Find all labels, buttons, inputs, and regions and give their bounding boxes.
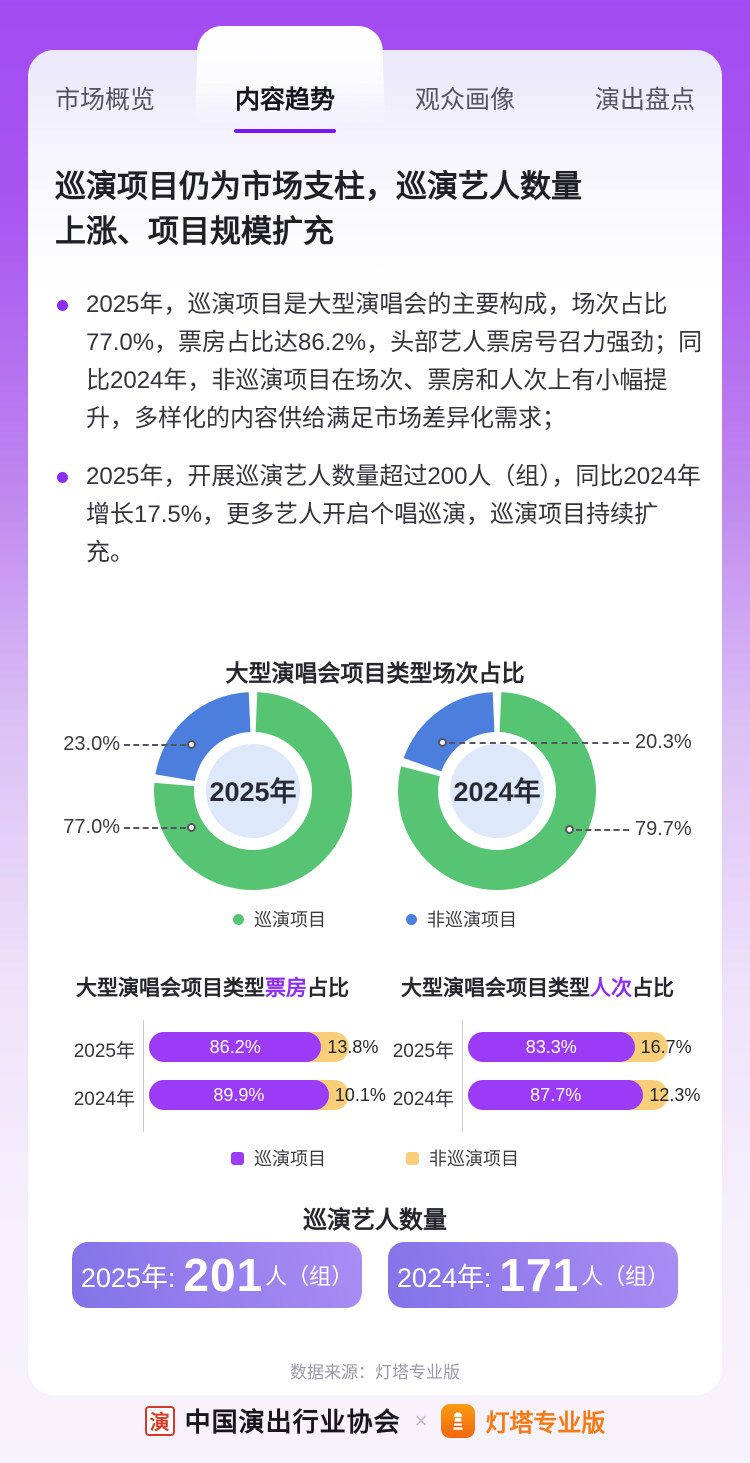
page-title-line1: 巡演项目仍为市场支柱，巡演艺人数量: [55, 169, 582, 204]
category-label: 2025年: [392, 1041, 454, 1062]
leader-line: [576, 829, 629, 831]
leader-dot: [187, 740, 196, 749]
title-highlight: 票房: [265, 977, 307, 1000]
legend-label: 非巡演项目: [427, 910, 517, 930]
bar-outside-label: 16.7%: [640, 1037, 692, 1057]
year-label: 2025年:: [80, 1262, 176, 1293]
bar-charts-section: 大型演唱会项目类型票房占比 2025年 86.2% 13.8% 2024年 89…: [50, 972, 700, 1132]
legend-label: 巡演项目: [254, 910, 326, 930]
legend-item-nontour: 非巡演项目: [406, 906, 517, 932]
count-value: 171: [499, 1249, 580, 1301]
artist-count-cards: 2025年: 201 人（组） 2024年: 171 人（组）: [28, 1242, 722, 1308]
svg-text:2025年: 2025年: [209, 776, 296, 807]
legend-item-tour: 巡演项目: [231, 1145, 326, 1171]
artist-count-title: 巡演艺人数量: [303, 1207, 447, 1234]
category-label: 2024年: [392, 1089, 454, 1110]
stacked-bar: 86.2% 13.8%: [149, 1032, 378, 1062]
stacked-bar: 83.3% 16.7%: [468, 1032, 692, 1062]
donut-label-2024-nontour: 20.3%: [635, 731, 692, 753]
year-label: 2024年:: [396, 1262, 492, 1293]
bar-row: 2025年 86.2% 13.8%: [74, 1032, 378, 1062]
title-suffix: 占比: [307, 977, 349, 1000]
leader-dot: [187, 823, 196, 832]
donut-label-2024-tour: 79.7%: [635, 818, 692, 840]
nontour-blue-dot-icon: [406, 913, 417, 925]
title-suffix: 占比: [632, 977, 674, 1000]
legend-label: 非巡演项目: [429, 1149, 519, 1169]
bar-outside-label: 12.3%: [649, 1085, 701, 1105]
bar-legend: 巡演项目 非巡演项目: [28, 1145, 722, 1171]
leader-dot: [438, 738, 447, 747]
donut-chart-title: 大型演唱会项目类型场次占比: [225, 660, 525, 686]
page-title: 巡演项目仍为市场支柱，巡演艺人数量 上涨、项目规模扩充: [55, 164, 695, 254]
nontour-yellow-square-icon: [406, 1151, 419, 1165]
report-card: 市场概览 内容趋势 观众画像 演出盘点 巡演项目仍为市场支柱，巡演艺人数量 上涨…: [28, 26, 722, 1395]
bar-segment-tour: 86.2%: [149, 1032, 322, 1062]
bar-outside-label: 10.1%: [334, 1085, 386, 1105]
svg-text:2024年: 2024年: [453, 776, 540, 807]
tab-bar: 市场概览 内容趋势 观众画像 演出盘点: [55, 80, 695, 116]
donut-chart-2025: 2025年: [153, 692, 352, 890]
bullet-item: 2025年，开展巡演艺人数量超过200人（组），同比2024年增长17.5%，更…: [55, 458, 705, 572]
legend-item-tour: 巡演项目: [233, 906, 326, 932]
category-label: 2024年: [73, 1089, 135, 1110]
stacked-bar: 87.7% 12.3%: [468, 1080, 700, 1110]
stacked-bar: 89.9% 10.1%: [149, 1080, 386, 1110]
title-prefix: 大型演唱会项目类型: [76, 977, 265, 1000]
bar-row: 2025年 83.3% 16.7%: [393, 1032, 700, 1062]
tab-content-trends[interactable]: 内容趋势: [235, 80, 335, 116]
bar-chart-title: 大型演唱会项目类型人次占比: [375, 972, 700, 1002]
times-separator: ×: [414, 1407, 428, 1433]
legend-item-nontour: 非巡演项目: [406, 1145, 519, 1171]
summary-bullets: 2025年，巡演项目是大型演唱会的主要构成，场次占比77.0%，票房占比达86.…: [55, 286, 705, 572]
tour-green-dot-icon: [233, 913, 244, 925]
bar-chart-boxoffice: 大型演唱会项目类型票房占比 2025年 86.2% 13.8% 2024年 89…: [50, 972, 386, 1132]
donut-legend: 巡演项目 非巡演项目: [28, 906, 722, 932]
data-source-note: 数据来源：灯塔专业版: [290, 1363, 460, 1382]
page-title-line2: 上涨、项目规模扩充: [55, 214, 334, 249]
artist-count-card-2025: 2025年: 201 人（组）: [72, 1242, 362, 1308]
association-seal-icon: 演: [144, 1405, 175, 1436]
title-highlight: 人次: [590, 977, 632, 1000]
artist-count-card-2024: 2024年: 171 人（组）: [388, 1242, 678, 1308]
bar-rows: 2025年 83.3% 16.7% 2024年 87.7% 12.3%: [393, 1020, 700, 1132]
bullet-item: 2025年，巡演项目是大型演唱会的主要构成，场次占比77.0%，票房占比达86.…: [55, 286, 705, 438]
donut-chart-section: 2025年 2024年 23.0% 77.0% 20.3% 79.7%: [28, 686, 722, 916]
count-unit: 人（组）: [265, 1264, 354, 1289]
bar-row: 2024年 87.7% 12.3%: [393, 1080, 700, 1110]
tour-purple-square-icon: [231, 1151, 244, 1165]
bar-chart-title: 大型演唱会项目类型票房占比: [50, 972, 375, 1002]
leader-dot: [565, 825, 574, 834]
tab-audience-profile[interactable]: 观众画像: [414, 86, 515, 114]
tab-market-overview[interactable]: 市场概览: [55, 86, 156, 114]
title-prefix: 大型演唱会项目类型: [401, 977, 590, 1000]
bar-outside-label: 13.8%: [327, 1037, 379, 1057]
bar-segment-tour: 87.7%: [468, 1080, 644, 1110]
legend-label: 巡演项目: [254, 1149, 326, 1169]
footer-brands: 演 中国演出行业协会 × 灯塔专业版: [0, 1402, 750, 1439]
bar-chart-attendance: 大型演唱会项目类型人次占比 2025年 83.3% 16.7% 2024年 87…: [375, 972, 700, 1132]
count-unit: 人（组）: [581, 1264, 670, 1289]
donut-label-2025-nontour: 23.0%: [63, 733, 120, 755]
dengta-lighthouse-icon: [441, 1403, 476, 1438]
leader-line: [124, 744, 186, 746]
tab-performance-review[interactable]: 演出盘点: [594, 86, 695, 114]
bar-rows: 2025年 86.2% 13.8% 2024年 89.9% 10.1%: [74, 1020, 386, 1132]
leader-line: [124, 827, 186, 829]
donut-chart-2024: 2024年: [398, 692, 597, 890]
count-value: 201: [183, 1249, 264, 1301]
dengta-brand: 灯塔专业版: [485, 1410, 606, 1437]
donut-label-2025-tour: 77.0%: [63, 816, 120, 838]
bar-segment-tour: 83.3%: [468, 1032, 635, 1062]
association-name: 中国演出行业协会: [184, 1408, 401, 1438]
leader-line: [449, 742, 629, 744]
bar-row: 2024年 89.9% 10.1%: [74, 1080, 386, 1110]
bar-segment-tour: 89.9%: [149, 1080, 329, 1110]
category-label: 2025年: [73, 1041, 135, 1062]
